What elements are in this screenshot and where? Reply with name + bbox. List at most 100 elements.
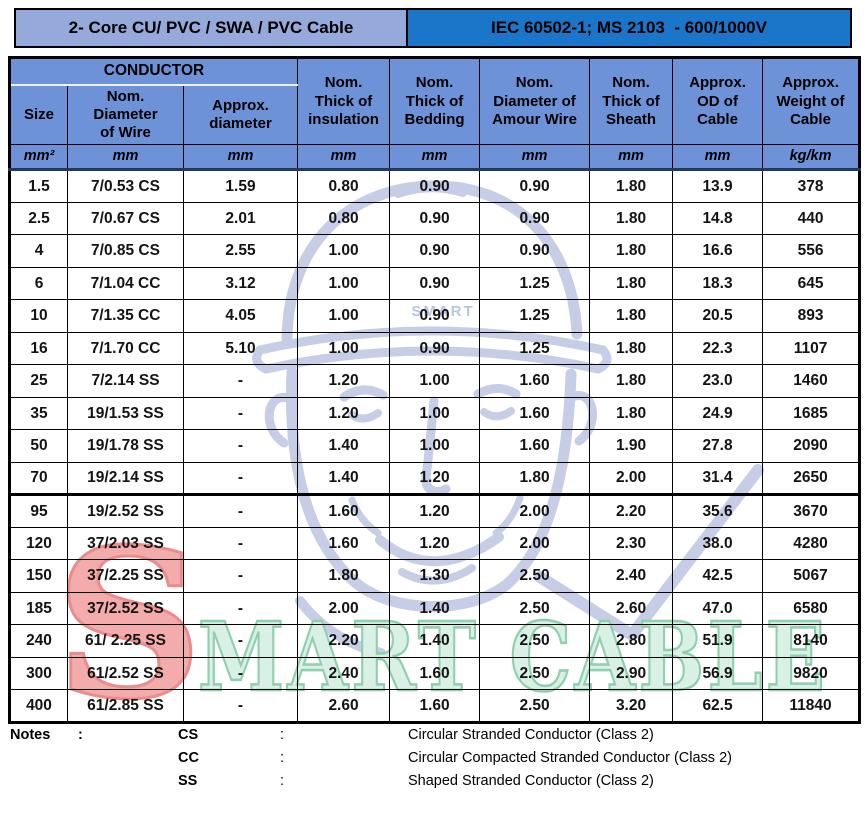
cell: 37/2.03 SS xyxy=(67,526,184,561)
cell: - xyxy=(182,364,299,398)
cell: 645 xyxy=(762,266,861,301)
cell: 6 xyxy=(9,266,68,301)
cell: 2.50 xyxy=(479,624,591,658)
cell: 3.12 xyxy=(182,266,299,301)
unit-approx-dia: mm xyxy=(182,144,299,172)
cell: 4280 xyxy=(762,526,861,561)
cell: 16.6 xyxy=(672,234,764,268)
cable-type-title: 2- Core CU/ PVC / SWA / PVC Cable xyxy=(16,10,408,46)
cell: 1.80 xyxy=(589,396,674,431)
cell: 6580 xyxy=(762,591,861,626)
cell: 7/0.53 CS xyxy=(67,169,184,203)
cell: 8140 xyxy=(762,624,861,658)
cell: 1.80 xyxy=(297,559,391,593)
cell: 23.0 xyxy=(672,364,764,398)
cell: 1107 xyxy=(762,331,861,366)
cell: 1.80 xyxy=(589,331,674,366)
cell: 11840 xyxy=(762,689,861,723)
cell: 0.90 xyxy=(389,234,481,268)
table-row: 16 7/1.70 CC 5.10 1.00 0.90 1.25 1.80 22.3 1107 xyxy=(9,331,861,366)
cell: 1685 xyxy=(762,396,861,431)
cell: 0.90 xyxy=(389,299,481,333)
table-row: 2.5 7/0.67 CS 2.01 0.80 0.90 0.90 1.80 14.8 440 xyxy=(9,201,861,236)
cell: 0.90 xyxy=(389,201,481,236)
cell: 62.5 xyxy=(672,689,764,723)
cell: 2.50 xyxy=(479,591,591,626)
unit-bedding: mm xyxy=(389,144,481,172)
cell: 19/1.53 SS xyxy=(67,396,184,431)
cell: 7/0.85 CS xyxy=(67,234,184,268)
cell: 1.60 xyxy=(479,429,591,463)
cell: 7/1.35 CC xyxy=(67,299,184,333)
note-abbr-ss: SS xyxy=(178,773,198,789)
cell: 25 xyxy=(9,364,68,398)
cell: 31.4 xyxy=(672,461,764,497)
cell: 1.80 xyxy=(589,169,674,203)
cell: 56.9 xyxy=(672,656,764,691)
cell: 0.90 xyxy=(389,331,481,366)
notes-colon: : xyxy=(78,727,83,743)
cell: 7/2.14 SS xyxy=(67,364,184,398)
cell: 7/1.04 CC xyxy=(67,266,184,301)
unit-od: mm xyxy=(672,144,764,172)
cell: 0.90 xyxy=(479,234,591,268)
cell: 2650 xyxy=(762,461,861,497)
cable-spec-table: CONDUCTOR Nom. Thick of insulation Nom. … xyxy=(8,56,862,724)
col-header-insulation: Nom. Thick of insulation xyxy=(297,56,391,146)
note-colon: : xyxy=(280,727,285,743)
cell: - xyxy=(182,591,299,626)
cell: 5.10 xyxy=(182,331,299,366)
cell: 1.40 xyxy=(297,461,391,497)
cell: 1.20 xyxy=(389,461,481,497)
cell: 10 xyxy=(9,299,68,333)
cell: 1.90 xyxy=(589,429,674,463)
cell: 47.0 xyxy=(672,591,764,626)
cell: 13.9 xyxy=(672,169,764,203)
cell: 20.5 xyxy=(672,299,764,333)
table-row: 10 7/1.35 CC 4.05 1.00 0.90 1.25 1.80 20.5 893 xyxy=(9,299,861,333)
cell: 3670 xyxy=(762,494,861,528)
note-abbr-cs: CS xyxy=(178,727,199,743)
cell: 7/1.70 CC xyxy=(67,331,184,366)
cell: 19/2.14 SS xyxy=(67,461,184,497)
cell: 2.40 xyxy=(589,559,674,593)
cell: - xyxy=(182,461,299,497)
cell: 1.80 xyxy=(589,234,674,268)
col-header-armour: Nom. Diameter of Amour Wire xyxy=(479,56,591,146)
cell: 1.40 xyxy=(389,624,481,658)
cell: 2.00 xyxy=(479,526,591,561)
table-row: 150 37/2.25 SS -1.80 1.30 2.50 2.40 42.5 5067 xyxy=(9,559,861,593)
cell: 4.05 xyxy=(182,299,299,333)
cell: 2.00 xyxy=(589,461,674,497)
cell: 5067 xyxy=(762,559,861,593)
col-header-weight: Approx. Weight of Cable xyxy=(762,56,861,146)
table-row: 1.5 7/0.53 CS 1.59 0.80 0.90 0.90 1.80 13.9 378 xyxy=(9,169,861,203)
table-row: 185 37/2.52 SS -2.00 1.40 2.50 2.60 47.0 6580 xyxy=(9,591,861,626)
cell: - xyxy=(182,526,299,561)
cell: 51.9 xyxy=(672,624,764,658)
note-abbr-cc: CC xyxy=(178,750,199,766)
cell: 440 xyxy=(762,201,861,236)
cell: 1.00 xyxy=(389,429,481,463)
cell: 50 xyxy=(9,429,68,463)
unit-armour: mm xyxy=(479,144,591,172)
unit-insulation: mm xyxy=(297,144,391,172)
col-header-size: Size xyxy=(9,83,68,146)
cell: 0.90 xyxy=(479,201,591,236)
col-header-od: Approx. OD of Cable xyxy=(672,56,764,146)
cell: 185 xyxy=(9,591,68,626)
cell: 0.80 xyxy=(297,201,391,236)
cell: 1.80 xyxy=(479,461,591,497)
cell: 61/ 2.25 SS xyxy=(67,624,184,658)
cell: 300 xyxy=(9,656,68,691)
cell: 1.25 xyxy=(479,299,591,333)
cell: - xyxy=(182,689,299,723)
unit-sheath: mm xyxy=(589,144,674,172)
cell: 2.60 xyxy=(589,591,674,626)
notes-section: Notes : CS : Circular Stranded Conductor… xyxy=(10,727,860,789)
cell: 24.9 xyxy=(672,396,764,431)
cell: - xyxy=(182,429,299,463)
cell: 19/2.52 SS xyxy=(67,494,184,528)
cell: 556 xyxy=(762,234,861,268)
cell: 1.20 xyxy=(389,526,481,561)
